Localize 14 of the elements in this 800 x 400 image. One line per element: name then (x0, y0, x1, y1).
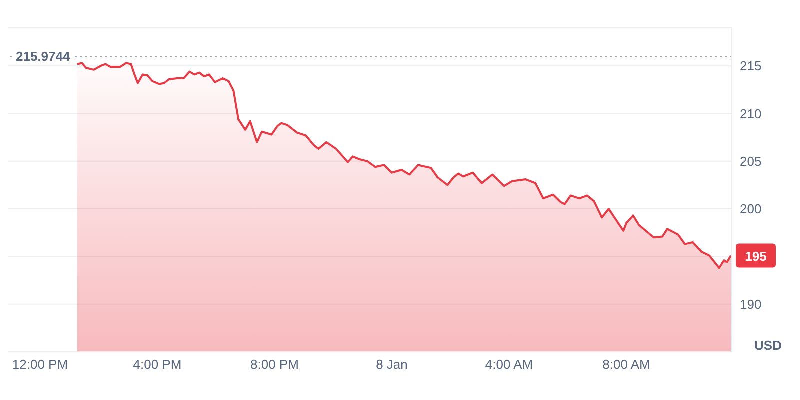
y-tick-label: 215 (740, 58, 762, 74)
x-tick-label: 12:00 PM (12, 357, 68, 372)
x-tick-label: 8:00 AM (602, 357, 650, 372)
text: 195 (745, 248, 767, 264)
x-tick-label: 4:00 PM (133, 357, 182, 372)
y-tick-label: 190 (740, 296, 762, 312)
x-tick-label: 8:00 PM (250, 357, 299, 372)
y-tick-label: 205 (740, 154, 762, 170)
y-tick-label: 210 (740, 106, 762, 122)
x-tick-label: 4:00 AM (485, 357, 534, 372)
ref-line-label: 215.9744 (16, 48, 71, 64)
x-tick-label: 8 Jan (376, 357, 408, 372)
y-tick-label: 200 (740, 202, 762, 217)
y-axis-title: USD (754, 338, 782, 353)
